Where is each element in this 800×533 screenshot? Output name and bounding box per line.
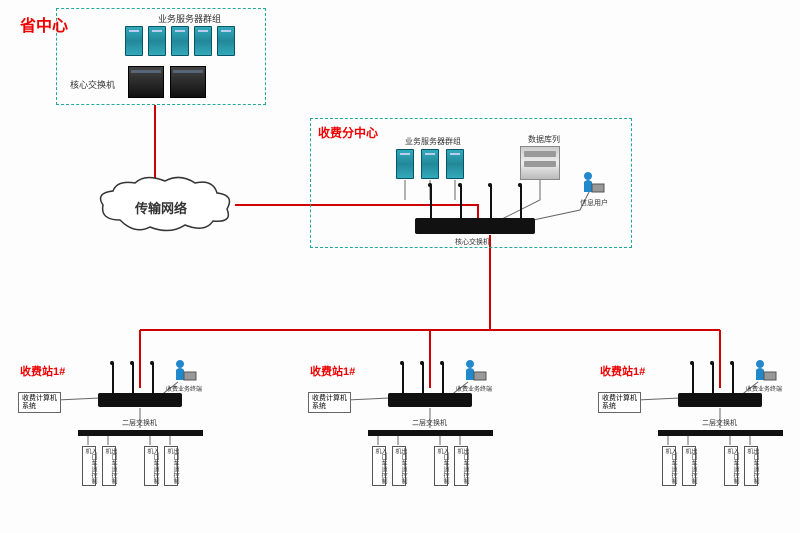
controller-box: 出口车道控制机 — [102, 446, 116, 486]
controller-box: 出口车道控制机 — [454, 446, 468, 486]
antenna-tip — [110, 361, 114, 365]
antenna-icon — [152, 363, 154, 395]
audit-label: 收费业务终端 — [456, 384, 492, 393]
antenna-icon — [402, 363, 404, 395]
server-icon — [446, 149, 464, 179]
switch-icon — [388, 393, 472, 407]
l2-switch-icon — [78, 430, 203, 436]
antenna-icon — [422, 363, 424, 395]
antenna-icon — [712, 363, 714, 395]
storage-icon — [520, 146, 560, 180]
antenna-tip — [710, 361, 714, 365]
core-switch-label: 核心交换机 — [70, 78, 115, 91]
l2-switch-icon — [658, 430, 783, 436]
antenna-tip — [400, 361, 404, 365]
rack-switch-icon — [170, 66, 206, 98]
audit-label: 收费业务终端 — [166, 384, 202, 393]
controller-box: 入口车道控制机 — [372, 446, 386, 486]
controller-box: 出口车道控制机 — [392, 446, 406, 486]
antenna-icon — [692, 363, 694, 395]
station-title: 收费站1# — [20, 363, 65, 379]
antenna-icon — [112, 363, 114, 395]
antenna-icon — [430, 185, 432, 220]
antenna-tip — [130, 361, 134, 365]
antenna-tip — [458, 183, 462, 187]
storage-label: 数据库列 — [528, 134, 560, 145]
controller-box: 入口车道控制机 — [724, 446, 738, 486]
controller-box: 入口车道控制机 — [662, 446, 676, 486]
user-icon — [460, 358, 488, 384]
server-icon — [194, 26, 212, 56]
pc-box: 收费计算机 系统 — [18, 392, 61, 413]
antenna-icon — [460, 185, 462, 220]
server-icon — [148, 26, 166, 56]
user-icon — [170, 358, 198, 384]
pc-box: 收费计算机 系统 — [598, 392, 641, 413]
controller-box: 入口车道控制机 — [144, 446, 158, 486]
antenna-tip — [518, 183, 522, 187]
antenna-tip — [730, 361, 734, 365]
l2-label: 二层交换机 — [702, 418, 737, 428]
controller-box: 入口车道控制机 — [82, 446, 96, 486]
antenna-icon — [132, 363, 134, 395]
user-label: 信息用户 — [580, 198, 608, 208]
server-cluster-label: 业务服务器群组 — [158, 12, 221, 25]
cloud-label: 传输网络 — [135, 198, 187, 217]
antenna-tip — [420, 361, 424, 365]
subcenter-switch-label: 核心交换机 — [455, 237, 490, 247]
antenna-tip — [690, 361, 694, 365]
antenna-tip — [440, 361, 444, 365]
rack-switch-icon — [128, 66, 164, 98]
pc-box: 收费计算机 系统 — [308, 392, 351, 413]
antenna-tip — [428, 183, 432, 187]
antenna-icon — [520, 185, 522, 220]
l2-label: 二层交换机 — [122, 418, 157, 428]
switch-icon — [678, 393, 762, 407]
switch-icon — [98, 393, 182, 407]
antenna-tip — [150, 361, 154, 365]
server-icon — [171, 26, 189, 56]
antenna-icon — [732, 363, 734, 395]
controller-box: 出口车道控制机 — [682, 446, 696, 486]
audit-label: 收费业务终端 — [746, 384, 782, 393]
controller-box: 出口车道控制机 — [744, 446, 758, 486]
antenna-tip — [488, 183, 492, 187]
l2-label: 二层交换机 — [412, 418, 447, 428]
server-icon — [217, 26, 235, 56]
subcenter-title: 收费分中心 — [318, 124, 378, 141]
user-icon — [750, 358, 778, 384]
controller-box: 入口车道控制机 — [434, 446, 448, 486]
controller-box: 出口车道控制机 — [164, 446, 178, 486]
province-title: 省中心 — [20, 12, 68, 36]
l2-switch-icon — [368, 430, 493, 436]
user-icon — [578, 170, 606, 196]
subcenter-server-label: 业务服务器群组 — [405, 136, 461, 147]
server-icon — [396, 149, 414, 179]
antenna-icon — [442, 363, 444, 395]
server-icon — [421, 149, 439, 179]
antenna-icon — [490, 185, 492, 220]
server-icon — [125, 26, 143, 56]
station-title: 收费站1# — [310, 363, 355, 379]
station-title: 收费站1# — [600, 363, 645, 379]
switch-icon — [415, 218, 535, 234]
